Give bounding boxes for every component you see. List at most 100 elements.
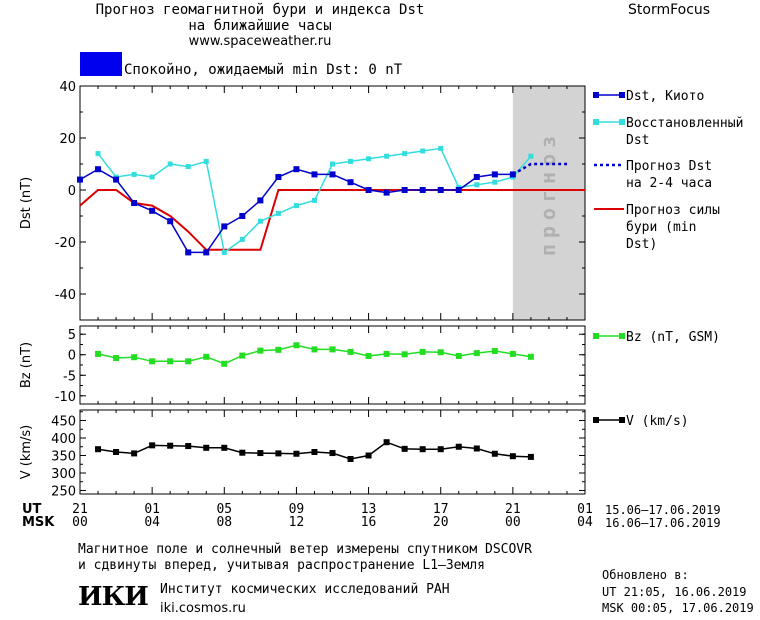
point-bz bbox=[95, 350, 102, 357]
point-bz bbox=[257, 347, 264, 354]
point-restored bbox=[293, 203, 299, 209]
x-tick-label: 01 bbox=[577, 502, 593, 517]
x-tick-label: 04 bbox=[577, 515, 593, 530]
point-restored bbox=[203, 158, 209, 164]
x-tick-label: 20 bbox=[432, 515, 449, 530]
point-v bbox=[437, 446, 444, 453]
point-v bbox=[293, 450, 300, 457]
chart-title: Прогноз геомагнитной бури и индекса Dst … bbox=[60, 2, 460, 50]
point-restored bbox=[330, 161, 335, 167]
point-kyoto bbox=[347, 179, 354, 186]
institute-site-link[interactable]: iki.cosmos.ru bbox=[160, 601, 246, 616]
y-tick-label: -5 bbox=[63, 369, 76, 384]
y-tick-label: 400 bbox=[51, 432, 76, 447]
y-tick-label: 450 bbox=[51, 415, 76, 430]
legend-marker bbox=[619, 333, 625, 339]
point-restored bbox=[348, 158, 354, 164]
legend-item: Bz (nT, GSM) bbox=[593, 330, 720, 345]
point-v bbox=[473, 445, 480, 452]
point-bz bbox=[419, 348, 426, 355]
point-restored bbox=[275, 210, 281, 216]
ut-date-range: 15.06–17.06.2019 bbox=[605, 503, 721, 517]
point-restored bbox=[528, 153, 534, 159]
point-bz bbox=[185, 358, 192, 365]
x-tick-label: 05 bbox=[216, 502, 233, 517]
point-restored bbox=[384, 153, 390, 159]
point-restored bbox=[95, 151, 101, 157]
point-v bbox=[527, 453, 534, 460]
msk-axis-label: MSK bbox=[22, 515, 55, 530]
y-tick-label: 5 bbox=[68, 328, 76, 343]
x-tick-label: 17 bbox=[432, 502, 449, 517]
legend-label: Прогноз Dst bbox=[626, 159, 712, 174]
footer-line1: Магнитное поле и солнечный ветер измерен… bbox=[78, 542, 532, 557]
point-v bbox=[419, 446, 426, 453]
y-tick-label: 20 bbox=[59, 132, 76, 147]
point-restored bbox=[366, 156, 372, 162]
y-tick-label: -40 bbox=[55, 288, 76, 303]
iki-logo: ИКИ bbox=[78, 582, 149, 612]
chart-title-line2: на ближайшие часы bbox=[188, 18, 332, 34]
point-bz bbox=[131, 354, 138, 361]
point-kyoto bbox=[257, 197, 264, 204]
point-restored bbox=[474, 182, 480, 188]
point-bz bbox=[113, 355, 120, 362]
legend-label: Dst bbox=[626, 133, 649, 148]
point-v bbox=[221, 444, 228, 451]
legend-label: Dst, Киото bbox=[626, 89, 704, 104]
legend-label: на 2-4 часа bbox=[626, 176, 712, 191]
point-restored bbox=[420, 148, 426, 154]
point-v bbox=[365, 452, 372, 459]
point-restored bbox=[492, 179, 498, 185]
legend-item: Восстановленный Dst bbox=[593, 116, 743, 148]
legend-label: бури (min bbox=[626, 220, 696, 235]
point-kyoto bbox=[77, 176, 83, 183]
point-bz bbox=[311, 346, 318, 353]
legend-marker bbox=[593, 417, 599, 423]
chart-title-line1: Прогноз геомагнитной бури и индекса Dst bbox=[95, 2, 425, 18]
point-v bbox=[347, 456, 354, 462]
point-v bbox=[203, 444, 210, 451]
point-v bbox=[383, 439, 390, 446]
point-v bbox=[131, 450, 138, 457]
legend-item: Прогноз Dst на 2-4 часа bbox=[594, 159, 712, 191]
point-restored bbox=[131, 171, 137, 177]
point-bz bbox=[473, 350, 480, 357]
point-v bbox=[113, 449, 120, 455]
point-v bbox=[185, 443, 192, 450]
point-bz bbox=[329, 346, 336, 353]
y-tick-label: 40 bbox=[59, 80, 76, 95]
point-kyoto bbox=[509, 171, 516, 178]
point-kyoto bbox=[203, 249, 210, 256]
point-bz bbox=[149, 358, 156, 365]
x-tick-label: 09 bbox=[288, 502, 305, 517]
point-bz bbox=[221, 360, 228, 367]
legend-label: Восстановленный bbox=[626, 116, 743, 131]
y-axis-label: Bz (nT) bbox=[19, 342, 34, 388]
point-bz bbox=[167, 358, 174, 365]
y-tick-label: 0 bbox=[68, 349, 76, 364]
legend-item: Dst, Киото bbox=[593, 89, 704, 104]
point-kyoto bbox=[491, 171, 498, 178]
x-tick-label: 04 bbox=[144, 515, 160, 530]
point-kyoto bbox=[437, 187, 444, 193]
x-tick-label: 00 bbox=[505, 515, 521, 530]
updated-label: Обновлено в: bbox=[602, 568, 689, 582]
bz-panel: 5 0 -5 -10 Bz (nT) bbox=[19, 325, 586, 405]
point-bz bbox=[383, 350, 390, 357]
point-v bbox=[257, 450, 264, 457]
point-bz bbox=[401, 351, 408, 358]
institute-name: Институт космических исследований РАН bbox=[160, 582, 450, 597]
legend-marker bbox=[619, 417, 625, 423]
point-kyoto bbox=[473, 174, 480, 180]
series-line-forecast bbox=[512, 162, 567, 176]
point-kyoto bbox=[113, 176, 120, 183]
status-text: Спокойно, ожидаемый min Dst: 0 nT bbox=[124, 62, 403, 78]
point-v bbox=[455, 443, 462, 450]
point-bz bbox=[347, 348, 354, 355]
website-link[interactable]: www.spaceweather.ru bbox=[188, 34, 332, 49]
point-kyoto bbox=[131, 200, 138, 206]
point-v bbox=[95, 446, 102, 453]
forecast-band-label: прогноз bbox=[536, 130, 560, 256]
point-bz bbox=[509, 350, 516, 357]
